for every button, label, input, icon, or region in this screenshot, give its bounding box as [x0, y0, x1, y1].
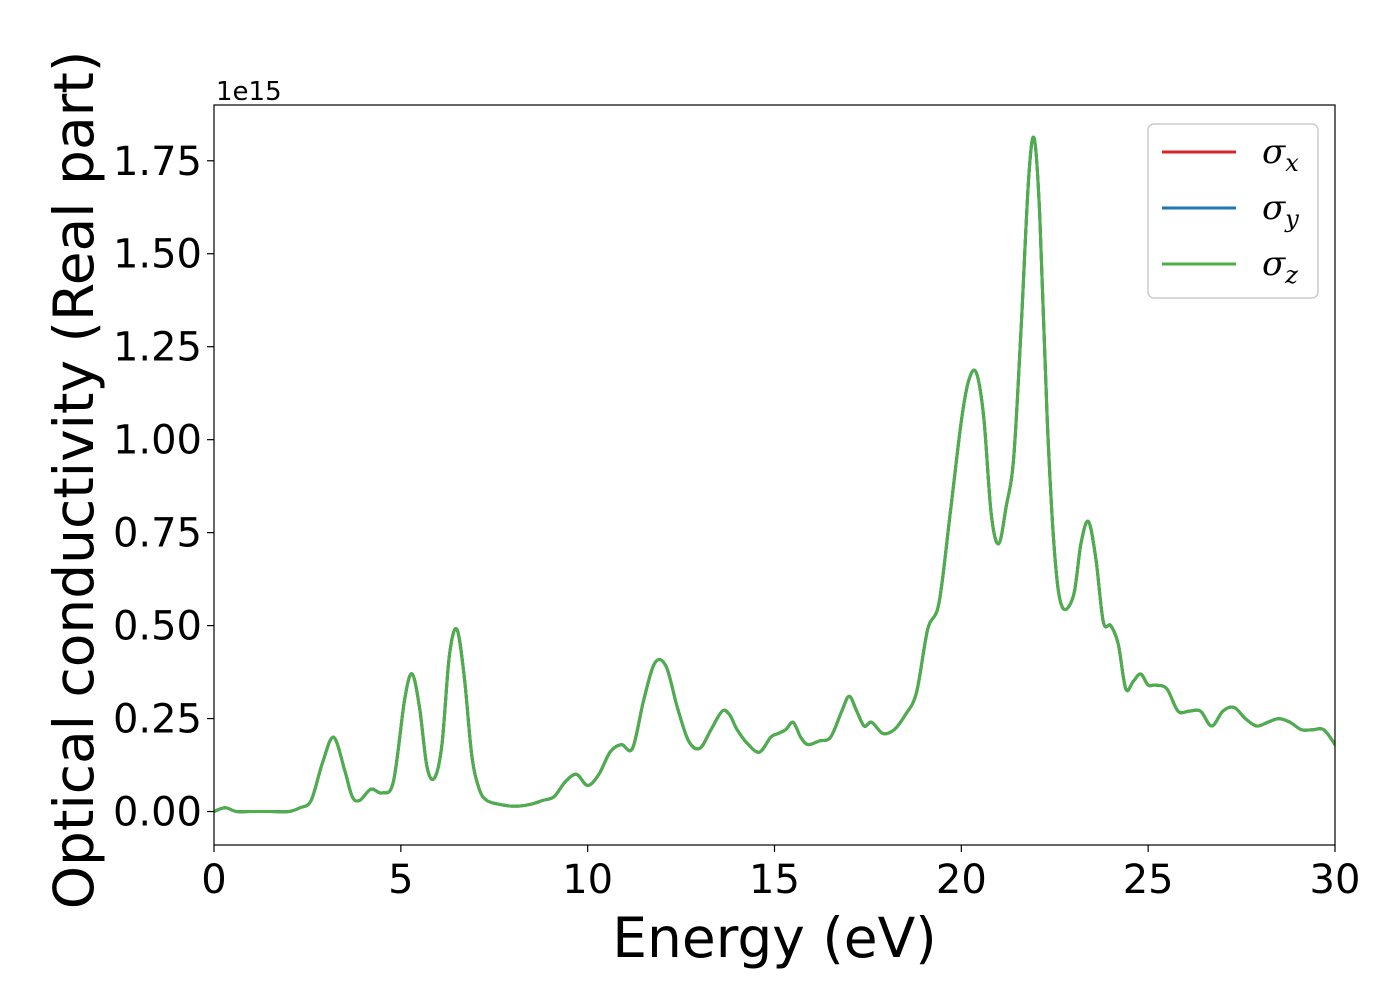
- x-tick-label: 30: [1310, 857, 1361, 903]
- x-tick-label: 15: [749, 857, 800, 903]
- y-tick-label: 1.00: [113, 418, 202, 464]
- legend-box: [1147, 123, 1319, 299]
- plot-frame: [213, 104, 1336, 846]
- series-lines: [214, 135, 1335, 814]
- y-tick-label: 0.75: [113, 511, 202, 557]
- legend-entry-z: σz: [1262, 244, 1298, 289]
- y-tick-label: 1.25: [113, 325, 202, 371]
- y-tick-label: 1.75: [113, 139, 202, 185]
- y-axis-ticks: 0.00 0.25 0.50 0.75 1.00 1.25 1.50 1.75: [113, 139, 214, 836]
- y-tick-label: 0.00: [113, 790, 202, 836]
- x-axis-ticks: 0 5 10 15 20 25 30: [201, 845, 1360, 903]
- x-axis-label: Energy (eV): [612, 906, 936, 970]
- x-tick-label: 20: [936, 857, 987, 903]
- x-tick-label: 5: [388, 857, 413, 903]
- y-axis-offset-label: 1e15: [216, 77, 282, 107]
- legend-entry-y: σy: [1262, 188, 1299, 233]
- y-tick-label: 1.50: [113, 232, 202, 278]
- y-tick-label: 0.50: [113, 604, 202, 650]
- y-axis-label: Optical conductivity (Real part): [42, 51, 106, 910]
- legend: σx σy σz: [1147, 123, 1319, 299]
- x-tick-label: 10: [562, 857, 613, 903]
- x-tick-label: 25: [1123, 857, 1174, 903]
- x-tick-label: 0: [201, 857, 226, 903]
- series-line-z: [214, 135, 1335, 814]
- legend-entry-x: σx: [1262, 132, 1299, 177]
- y-tick-label: 0.25: [113, 697, 202, 743]
